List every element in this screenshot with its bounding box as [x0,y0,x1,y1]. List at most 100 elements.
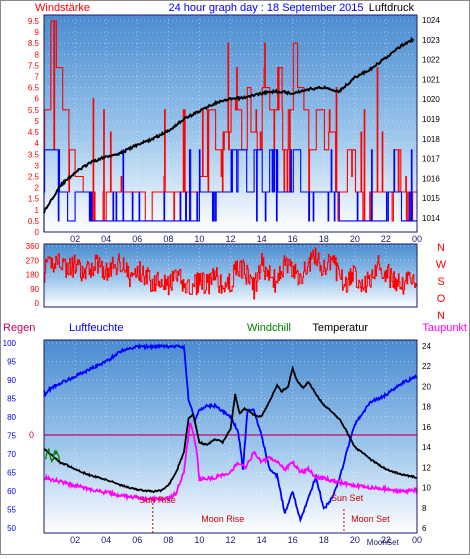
wind-tick-label: 9.5 [28,17,40,26]
temperature-tick-label: 10 [422,484,431,493]
pressure-tick-label: 1015 [422,194,440,203]
x-tick-label: 16 [288,535,298,545]
x-tick-label: 14 [257,234,267,244]
temperature-ticks: 6 8 10 12 14 16 18 20 22 24 [422,342,431,533]
temperature-tick-label: 22 [422,362,431,371]
wind-direction-line [44,247,417,300]
humidity-ticks: 50 55 60 65 70 75 80 85 90 95 100 0 [3,339,34,533]
chart1-x-ticks: 02 04 06 08 10 12 14 16 18 20 22 00 [70,234,422,244]
humidity-tick-label: 60 [7,487,16,496]
wind-tick-label: 1 [35,206,40,215]
x-tick-label: 22 [381,535,391,545]
direction-tick-label: 180 [26,271,40,280]
gust-line [43,20,417,232]
pressure-tick-label: 1017 [422,155,440,164]
chart3-x-ticks: 02 04 06 08 10 12 14 16 18 20 22 00 [70,535,422,545]
pressure-tick-label: 1024 [422,16,440,25]
humidity-tick-label: 90 [7,376,16,385]
x-tick-label: 08 [163,535,173,545]
humidity-tick-label: 100 [3,339,17,348]
temperature-tick-label: 6 [422,524,427,533]
x-tick-label: 04 [101,234,111,244]
gust-series [43,20,417,232]
temperature-tick-label: 24 [422,342,431,351]
windchill-line [44,448,61,464]
humidity-tick-label: 65 [7,469,16,478]
pressure-tick-label: 1018 [422,135,440,144]
pressure-tick-label: 1014 [422,214,440,223]
wind-tick-label: 7.5 [28,61,40,70]
x-tick-label: 02 [70,535,80,545]
x-tick-label: 16 [288,234,298,244]
moon-set-label: Moon Set [351,514,390,524]
direction-tick-label: 270 [26,256,40,265]
x-tick-label: 10 [194,535,204,545]
direction-tick-label: 90 [30,285,39,294]
moon-rise-label: Moon Rise [201,514,244,524]
wind-tick-label: 5 [35,117,40,126]
wind-tick-label: 6.5 [28,84,40,93]
sun-rise-label: Sun Rise [139,495,176,505]
rain-value-label: 0 [29,430,34,440]
direction-tick-label: 0 [35,299,40,308]
x-tick-label: 06 [132,535,142,545]
pressure-ticks: 1014 1015 1016 1017 1018 1019 1020 1021 1022 1023… [422,16,440,223]
chart3-legend: Regen Luftfeuchte Windchill Temperatur Taupu… [3,322,467,334]
legend-entry: Regen [3,322,35,334]
x-tick-label: 22 [381,234,391,244]
chart1-frame [43,14,418,233]
legend-entry: Windchill [247,322,291,334]
x-tick-label: 10 [194,234,204,244]
x-tick-label: 02 [70,234,80,244]
x-tick-label: 12 [225,234,235,244]
x-tick-label: 18 [319,234,329,244]
wind-tick-label: 2 [35,184,40,193]
chart3-series [43,342,418,524]
wind-tick-label: 4.5 [28,128,40,137]
wind-tick-label: 4 [35,139,40,148]
temperature-tick-label: 12 [422,463,431,472]
chart2-frame [43,243,418,308]
direction-tick-label: 360 [26,242,40,251]
speed-series [43,149,417,232]
pressure-tick-label: 1023 [422,36,440,45]
x-tick-label: 08 [163,234,173,244]
legend-entry: Taupunkt [422,322,467,334]
moon-set-axis-label: MoonSet [367,538,400,547]
humidity-tick-label: 55 [7,506,16,515]
pressure-series [43,36,415,214]
humidity-tick-label: 70 [7,450,16,459]
compass-label: S [437,276,444,288]
wind-tick-label: 2.5 [28,172,40,181]
temperature-line [43,365,418,494]
pressure-line [43,36,415,214]
wind-tick-label: 8.5 [28,39,40,48]
pressure-tick-label: 1020 [422,95,440,104]
wind-direction-series [44,247,417,300]
x-tick-label: 20 [350,234,360,244]
humidity-line [43,342,418,524]
wind-tick-label: 6 [35,95,40,104]
wind-ticks: 0 0.5 1 1.5 2 2.5 3 3.5 4 4.5 5 5.5 6 6.5 7 7.5 8 8.5 9 9.5 [28,17,40,237]
wind-tick-label: 5.5 [28,106,40,115]
compass-label: W [436,259,447,271]
wind-tick-label: 9 [35,28,40,37]
wind-tick-label: 0.5 [28,217,40,226]
temperature-tick-label: 18 [422,403,431,412]
wind-tick-label: 7 [35,73,40,82]
wind-tick-label: 8 [35,50,40,59]
chart3-plot-area [44,340,417,533]
wind-tick-label: 0 [35,228,40,237]
temperature-tick-label: 16 [422,423,431,432]
humidity-tick-label: 50 [7,524,16,533]
chart1-title: 24 hour graph day : 18 September 2015 [168,2,363,14]
x-tick-label: 20 [350,535,360,545]
humidity-tick-label: 80 [7,413,16,422]
pressure-tick-label: 1021 [422,75,440,84]
humidity-tick-label: 75 [7,432,16,441]
dewpoint-line [43,422,418,504]
speed-line [43,149,417,232]
pressure-tick-label: 1022 [422,56,440,65]
wind-tick-label: 3 [35,161,40,170]
